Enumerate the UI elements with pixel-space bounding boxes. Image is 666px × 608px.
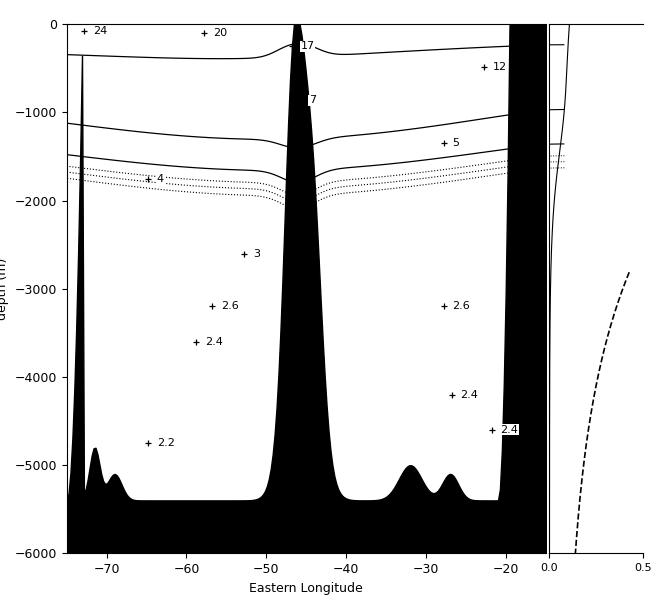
Text: 3: 3 bbox=[253, 249, 260, 258]
Text: 2.6: 2.6 bbox=[221, 302, 238, 311]
Text: 4: 4 bbox=[157, 174, 164, 184]
Text: 2.4: 2.4 bbox=[461, 390, 478, 399]
Text: 7: 7 bbox=[309, 95, 316, 105]
X-axis label: Eastern Longitude: Eastern Longitude bbox=[250, 582, 363, 595]
Text: 20: 20 bbox=[213, 28, 227, 38]
Y-axis label: depth (m): depth (m) bbox=[0, 258, 9, 320]
Text: 2.4: 2.4 bbox=[205, 337, 222, 347]
Text: 2.2: 2.2 bbox=[157, 438, 174, 448]
Text: 24: 24 bbox=[93, 26, 107, 36]
Text: 17: 17 bbox=[301, 41, 315, 51]
Text: 2.4: 2.4 bbox=[501, 425, 518, 435]
Text: 2.6: 2.6 bbox=[453, 302, 470, 311]
Text: 12: 12 bbox=[493, 61, 507, 72]
Text: 5: 5 bbox=[453, 139, 460, 148]
